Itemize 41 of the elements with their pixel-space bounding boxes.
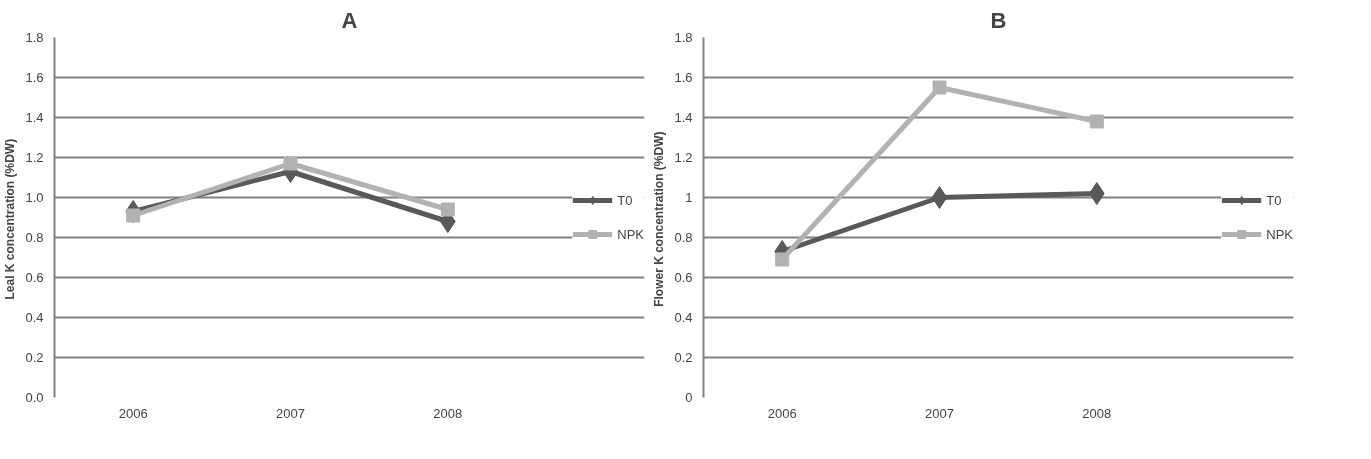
point (440, 202, 455, 217)
x-tick-label: 2007 (925, 405, 954, 421)
y-tick-label: 0.6 (25, 270, 44, 285)
y-axis-title: Leal K concentration (%DW) (3, 138, 18, 300)
legend-label: NPK (1266, 226, 1293, 242)
x-tick-label: 2007 (276, 405, 305, 421)
y-axis-title: Flower K concentration (%DW) (652, 131, 667, 307)
x-tick-label: 2006 (118, 405, 148, 421)
y-tick-label: 1.6 (674, 70, 693, 85)
y-tick-label: 0.0 (25, 390, 44, 405)
chart-title: A (341, 7, 358, 33)
point (283, 156, 298, 171)
y-tick-label: 0.8 (25, 230, 44, 245)
point (1089, 114, 1104, 129)
legend-label: T0 (1266, 192, 1283, 208)
point (126, 208, 141, 223)
y-tick-label: 1.8 (674, 30, 693, 45)
legend-label: NPK (617, 226, 644, 242)
point (932, 80, 947, 95)
y-tick-label: 1.0 (25, 190, 44, 205)
x-tick-label: 2008 (433, 405, 463, 421)
y-tick-label: 0.2 (674, 350, 693, 365)
y-tick-label: 1.4 (674, 110, 693, 125)
y-tick-label: 1.2 (674, 150, 693, 165)
y-tick-label: 1.6 (25, 70, 44, 85)
y-tick-label: 1.8 (25, 30, 44, 45)
point (775, 252, 790, 267)
x-tick-label: 2008 (1082, 405, 1112, 421)
x-tick-label: 2006 (767, 405, 797, 421)
y-tick-label: 0.2 (25, 350, 44, 365)
y-tick-label: 0 (685, 390, 693, 405)
y-tick-label: 1.2 (25, 150, 44, 165)
y-tick-label: 0.4 (25, 310, 44, 325)
legend-label: T0 (617, 192, 634, 208)
point (931, 186, 948, 209)
y-tick-label: 1 (685, 190, 693, 205)
y-tick-label: 1.4 (25, 110, 44, 125)
y-tick-label: 0.6 (674, 270, 693, 285)
y-tick-label: 0.8 (674, 230, 693, 245)
y-tick-label: 0.4 (674, 310, 693, 325)
chart-title: B (990, 7, 1007, 33)
